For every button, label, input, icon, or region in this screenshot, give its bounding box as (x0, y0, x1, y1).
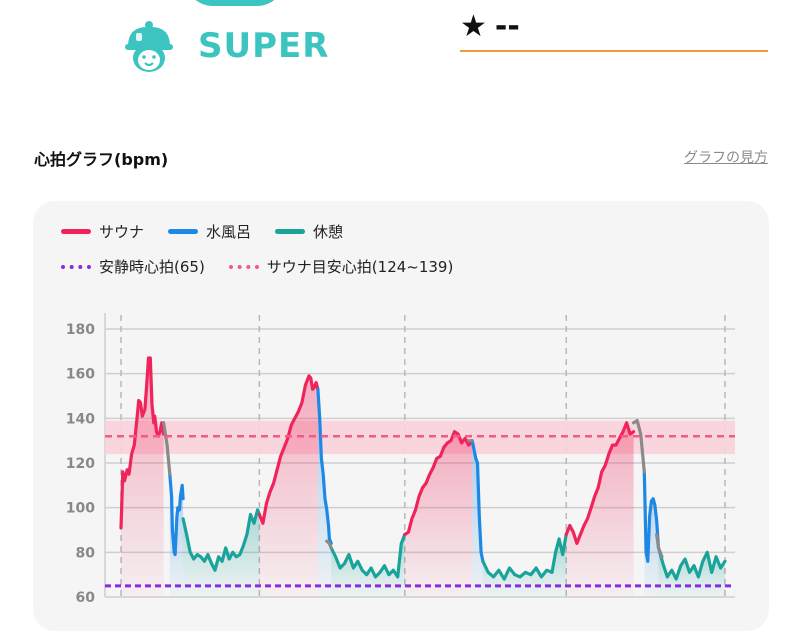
legend-cold-bath: 水風呂 (168, 221, 251, 242)
sauna-mascot-icon (125, 21, 173, 72)
sauna-area (404, 431, 473, 597)
rating-field[interactable]: ★ -- (460, 2, 768, 52)
y-tick-label: 60 (76, 590, 96, 606)
sauna-series-line (403, 430, 474, 537)
star-icon: ★ (460, 8, 487, 44)
y-tick-label: 120 (66, 456, 95, 472)
transition-line (162, 421, 172, 476)
cold_bath-series-line (470, 439, 485, 563)
cold_bath-series-line (642, 470, 661, 563)
y-tick-label: 80 (76, 545, 96, 561)
sauna-area (121, 358, 164, 597)
sauna-swatch (61, 229, 91, 234)
heart-rate-chart-card: サウナ 水風呂 休憩 安静時心拍(65) サウナ目安心拍(124~139) 18… (33, 201, 769, 631)
legend-resting-hr: 安静時心拍(65) (61, 256, 205, 277)
legend-sauna-label: サウナ (99, 223, 145, 241)
sauna-series-line (564, 421, 636, 545)
header-arc-decoration (185, 0, 285, 6)
sauna-series-line (257, 374, 320, 525)
rest-area (183, 509, 260, 597)
target-hr-swatch (228, 264, 259, 269)
legend-rest-label: 休憩 (313, 223, 344, 241)
legend-resting-hr-label: 安静時心拍(65) (99, 258, 205, 276)
rest-area (482, 534, 567, 597)
area-fill-layer (121, 358, 725, 597)
heart-rate-chart: 180 160 140 120 100 80 60 (66, 313, 735, 606)
y-tick-label: 100 (66, 501, 95, 517)
transition-line (325, 539, 333, 550)
rest-area (331, 534, 405, 597)
legend-sauna: サウナ (61, 221, 144, 242)
legend-target-hr-label: サウナ目安心拍(124~139) (266, 258, 454, 276)
legend-cold-bath-label: 水風呂 (206, 223, 252, 241)
resting-hr-swatch (61, 264, 91, 269)
brand-logo: SUPER (122, 18, 329, 74)
sauna-series-line (119, 356, 166, 530)
cold_bath-series-line (168, 472, 185, 557)
cold_bath-area (644, 471, 659, 597)
rest-series-line (481, 532, 568, 581)
cold-bath-swatch (168, 229, 199, 234)
y-tick-labels: 180 160 140 120 100 80 60 (66, 322, 95, 606)
rest-series-line (656, 546, 727, 581)
series-lines-layer (119, 356, 727, 581)
rest-swatch (275, 229, 306, 234)
sauna-area (566, 422, 634, 597)
brand-name: SUPER (198, 26, 330, 66)
y-tick-label: 180 (66, 322, 95, 338)
cold_bath-area (472, 440, 483, 597)
legend-rest: 休憩 (275, 221, 343, 242)
rest-series-line (181, 508, 261, 572)
heart-rate-section-title: 心拍グラフ(bpm) (34, 150, 169, 169)
legend-target-hr: サウナ目安心拍(124~139) (228, 256, 454, 277)
transition-line (655, 532, 664, 559)
reference-lines-layer (105, 434, 735, 588)
cold_bath-series-line (316, 387, 333, 545)
transition-line (632, 419, 646, 474)
y-tick-label: 160 (66, 367, 95, 383)
y-tick-label: 140 (66, 411, 95, 427)
rest-series-line (329, 532, 407, 579)
rating-value: -- (494, 8, 520, 44)
legend-row-phases: サウナ 水風呂 休憩 (61, 221, 367, 242)
graph-guide-link[interactable]: グラフの見方 (684, 150, 768, 166)
legend-row-reference: 安静時心拍(65) サウナ目安心拍(124~139) (61, 256, 477, 277)
sauna-area (259, 375, 318, 597)
